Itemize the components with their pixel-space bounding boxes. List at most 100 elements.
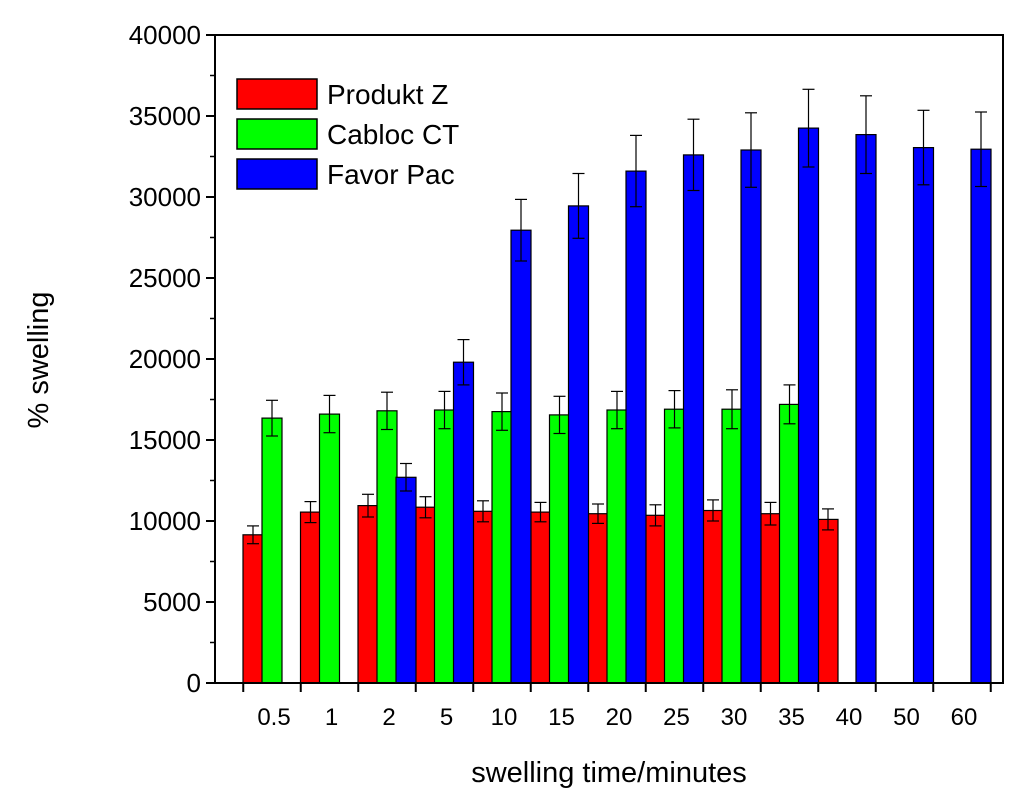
bar-produkt-z-2 — [357, 505, 379, 684]
bar-produkt-z-40 — [817, 518, 839, 684]
error-bar-favor-pac-2 — [400, 462, 412, 492]
bar-cabloc-ct-0.5 — [261, 417, 283, 684]
error-bar-cabloc-ct-35 — [783, 384, 796, 425]
error-bar-produkt-z-20 — [592, 503, 604, 525]
legend-item-favor-pac: Favor Pac — [236, 158, 455, 190]
bar-produkt-z-0.5 — [242, 534, 264, 684]
x-tick-label: 25 — [663, 704, 690, 731]
legend-item-cabloc-ct: Cabloc CT — [236, 118, 459, 150]
bar-favor-pac-25 — [682, 154, 705, 684]
legend: Produkt Z Cabloc CT Favor Pac — [236, 78, 459, 190]
y-tick-label: 15000 — [129, 425, 201, 455]
bar-cabloc-ct-20 — [606, 409, 628, 684]
x-axis-title: swelling time/minutes — [471, 757, 747, 789]
bar-cabloc-ct-30 — [721, 408, 743, 684]
bar-cabloc-ct-5 — [433, 409, 456, 684]
error-bar-produkt-z-5 — [419, 496, 432, 519]
error-bar-favor-pac-40 — [860, 95, 872, 175]
error-bar-cabloc-ct-25 — [668, 390, 681, 429]
bar-cabloc-ct-2 — [376, 410, 398, 684]
error-bar-produkt-z-2 — [362, 493, 374, 518]
y-axis-title: % swelling — [23, 292, 55, 429]
x-tick-label: 10 — [491, 704, 518, 731]
x-tick-label: 0.5 — [257, 704, 290, 731]
bar-favor-pac-40 — [855, 134, 877, 684]
x-tick-label: 40 — [836, 704, 863, 731]
error-bar-produkt-z-40 — [822, 508, 834, 531]
x-tick-label: 20 — [606, 704, 633, 731]
bar-produkt-z-10 — [472, 510, 494, 684]
bar-favor-pac-2 — [395, 476, 417, 684]
bar-produkt-z-30 — [702, 509, 724, 684]
bar-favor-pac-50 — [912, 147, 935, 684]
error-bar-cabloc-ct-1 — [323, 394, 336, 434]
x-tick-label: 50 — [893, 704, 920, 731]
x-tick-label: 15 — [548, 704, 575, 731]
bar-favor-pac-10 — [510, 229, 532, 684]
legend-item-produkt-z: Produkt Z — [236, 78, 448, 110]
bar-favor-pac-30 — [740, 149, 762, 684]
legend-label: Cabloc CT — [327, 119, 459, 150]
bar-favor-pac-5 — [452, 361, 475, 684]
error-bar-favor-pac-30 — [745, 112, 757, 188]
error-bar-cabloc-ct-30 — [726, 389, 738, 430]
legend-swatch — [236, 118, 318, 150]
bar-produkt-z-15 — [529, 511, 552, 684]
error-bar-produkt-z-1 — [304, 501, 317, 524]
y-tick-label: 40000 — [129, 20, 201, 50]
error-bar-produkt-z-0.5 — [247, 525, 259, 545]
error-bar-cabloc-ct-5 — [438, 390, 451, 430]
bar-produkt-z-35 — [759, 513, 782, 684]
error-bar-favor-pac-35 — [802, 88, 815, 168]
y-tick-label: 0 — [187, 668, 201, 698]
error-bar-produkt-z-10 — [477, 500, 489, 523]
error-bar-favor-pac-10 — [515, 198, 527, 262]
bar-favor-pac-15 — [567, 205, 590, 684]
y-axis-ticks: 0 5000 10000 15000 20000 25000 30000 35000 40000 — [129, 20, 215, 698]
legend-label: Produkt Z — [327, 79, 448, 110]
legend-label: Favor Pac — [327, 159, 455, 190]
error-bar-produkt-z-25 — [649, 504, 662, 527]
y-tick-label: 35000 — [129, 101, 201, 131]
bar-cabloc-ct-25 — [663, 408, 686, 684]
x-tick-label: 2 — [382, 704, 395, 731]
y-tick-label: 5000 — [143, 587, 201, 617]
error-bar-produkt-z-15 — [534, 501, 547, 523]
error-bar-cabloc-ct-20 — [611, 390, 623, 430]
y-tick-label: 10000 — [129, 506, 201, 536]
error-bar-favor-pac-60 — [975, 111, 987, 188]
y-tick-label: 20000 — [129, 344, 201, 374]
x-tick-label: 5 — [440, 704, 453, 731]
bar-cabloc-ct-1 — [318, 413, 341, 684]
error-bar-favor-pac-5 — [457, 339, 470, 386]
error-bar-produkt-z-30 — [707, 499, 719, 522]
bar-favor-pac-35 — [797, 127, 820, 684]
error-bar-produkt-z-35 — [764, 501, 777, 526]
error-bar-cabloc-ct-2 — [381, 391, 393, 431]
bar-produkt-z-20 — [587, 513, 609, 684]
error-bar-cabloc-ct-10 — [496, 392, 508, 431]
x-axis-ticks: 0.5 1 2 5 10 15 20 25 30 35 40 50 60 — [242, 683, 992, 731]
error-bar-favor-pac-25 — [687, 118, 700, 192]
x-tick-label: 30 — [721, 704, 748, 731]
y-tick-label: 30000 — [129, 182, 201, 212]
x-tick-label: 1 — [325, 704, 338, 731]
bar-produkt-z-5 — [414, 506, 437, 684]
bar-cabloc-ct-10 — [491, 411, 513, 684]
legend-swatch — [236, 158, 318, 190]
error-bar-favor-pac-50 — [917, 109, 930, 186]
x-tick-label: 35 — [778, 704, 805, 731]
bar-favor-pac-20 — [625, 170, 647, 684]
error-bar-cabloc-ct-0.5 — [266, 399, 278, 437]
x-tick-label: 60 — [951, 704, 978, 731]
legend-swatch — [236, 78, 318, 110]
bars-layer — [242, 88, 992, 684]
bar-favor-pac-60 — [970, 148, 992, 684]
y-tick-label: 25000 — [129, 263, 201, 293]
bar-cabloc-ct-35 — [778, 403, 801, 684]
error-bar-cabloc-ct-15 — [553, 395, 566, 435]
bar-cabloc-ct-15 — [548, 414, 571, 684]
error-bar-favor-pac-15 — [572, 172, 585, 239]
